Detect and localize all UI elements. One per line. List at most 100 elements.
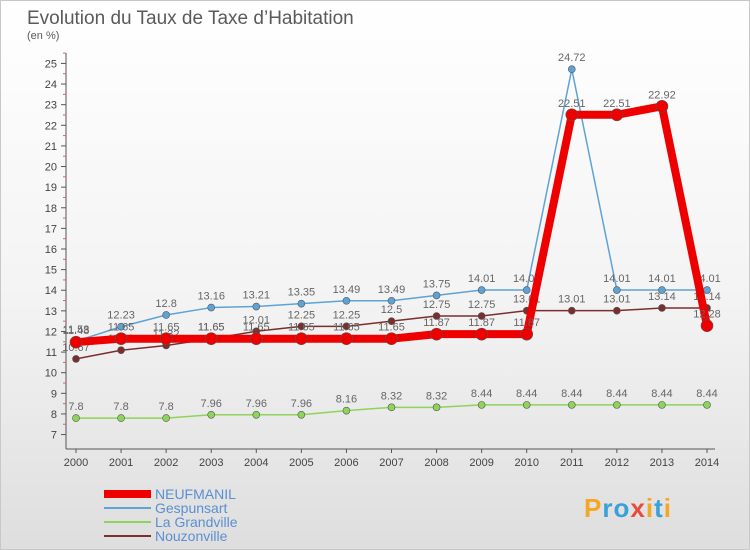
data-point-neufmanil	[249, 332, 263, 345]
data-point-gespunsart	[522, 286, 531, 294]
data-label-neufmanil: 11.65	[378, 322, 405, 334]
data-label-la-grandville: 8.44	[561, 388, 582, 400]
data-label-gespunsart: 13.75	[423, 278, 451, 290]
data-point-neufmanil	[159, 332, 173, 345]
y-tick-label: 24	[45, 79, 57, 91]
x-tick-label: 2013	[650, 457, 674, 469]
data-label-nouzonville: 11.65	[198, 322, 225, 334]
data-point-neufmanil	[204, 332, 218, 345]
data-label-gespunsart: 13.49	[333, 284, 361, 296]
data-point-neufmanil	[430, 327, 443, 341]
logo-letter: r	[602, 493, 614, 523]
data-point-nouzonville	[477, 312, 486, 320]
data-label-gespunsart: 14.01	[603, 273, 631, 285]
y-tick-label: 19	[45, 182, 57, 194]
y-tick-label: 7	[51, 430, 57, 442]
data-label-neufmanil: 22.51	[603, 98, 631, 110]
data-point-la-grandville	[117, 414, 125, 422]
x-tick-label: 2007	[379, 457, 403, 469]
data-label-neufmanil: 11.65	[198, 322, 225, 334]
data-label-neufmanil: 11.65	[243, 322, 270, 334]
data-label-la-grandville: 7.8	[113, 401, 128, 413]
data-label-nouzonville: 13.14	[648, 291, 676, 303]
chart-subtitle: (en %)	[27, 30, 60, 42]
legend-label: NEUFMANIL	[155, 486, 236, 502]
y-tick-label: 11	[46, 347, 57, 359]
data-label-gespunsart: 11.53	[63, 324, 90, 336]
y-tick-label: 12	[45, 326, 57, 338]
data-point-gespunsart	[207, 303, 216, 312]
data-point-la-grandville	[207, 410, 216, 419]
data-point-nouzonville	[117, 346, 125, 355]
y-tick-label: 14	[45, 285, 57, 297]
y-tick-label: 23	[45, 100, 57, 112]
data-label-gespunsart: 14.01	[468, 273, 496, 285]
logo-letter: P	[584, 493, 603, 523]
data-point-gespunsart	[387, 296, 396, 305]
data-label-nouzonville: 12.25	[333, 309, 361, 321]
data-label-gespunsart: 13.16	[197, 291, 225, 303]
data-point-neufmanil	[655, 100, 669, 113]
y-tick-label: 16	[45, 244, 57, 256]
data-label-la-grandville: 8.44	[516, 388, 537, 400]
data-label-la-grandville: 7.8	[158, 401, 173, 413]
data-point-neufmanil	[114, 332, 128, 345]
data-label-nouzonville: 13.01	[603, 294, 631, 306]
y-tick-label: 10	[45, 368, 57, 380]
data-label-la-grandville: 8.44	[471, 388, 492, 400]
y-tick-label: 21	[45, 141, 57, 153]
y-tick-label: 18	[45, 203, 57, 215]
data-label-nouzonville: 12.5	[381, 304, 402, 316]
data-label-neufmanil: 12.28	[693, 309, 721, 321]
data-label-la-grandville: 8.32	[426, 390, 447, 402]
data-point-neufmanil	[69, 335, 83, 349]
legend-label: La Grandville	[155, 514, 238, 530]
data-label-la-grandville: 8.44	[696, 388, 717, 400]
data-label-gespunsart: 14.01	[648, 273, 676, 285]
data-point-gespunsart	[252, 302, 261, 311]
y-tick-label: 25	[45, 58, 57, 70]
data-label-gespunsart: 13.21	[243, 290, 271, 302]
data-label-la-grandville: 7.96	[291, 398, 312, 410]
data-label-nouzonville: 13.01	[558, 294, 586, 306]
y-tick-label: 22	[45, 120, 57, 132]
data-label-la-grandville: 7.8	[68, 401, 83, 413]
logo-letter: t	[654, 493, 664, 523]
x-tick-label: 2001	[109, 457, 133, 469]
data-point-la-grandville	[297, 410, 306, 419]
data-point-nouzonville	[342, 322, 351, 331]
data-point-nouzonville	[567, 306, 576, 315]
data-point-gespunsart	[117, 322, 125, 331]
data-point-gespunsart	[658, 286, 666, 294]
data-label-neufmanil: 11.87	[513, 317, 540, 329]
x-tick-label: 2009	[469, 457, 493, 469]
data-point-la-grandville	[432, 403, 441, 412]
data-point-neufmanil	[700, 319, 714, 333]
data-point-gespunsart	[297, 299, 306, 308]
y-tick-label: 15	[45, 265, 57, 277]
data-label-gespunsart: 13.35	[288, 287, 316, 299]
x-tick-label: 2006	[334, 457, 358, 469]
data-point-la-grandville	[387, 403, 396, 412]
legend-label: Nouzonville	[155, 528, 228, 544]
x-tick-label: 2012	[605, 457, 629, 469]
data-label-gespunsart: 13.49	[378, 284, 406, 296]
data-point-la-grandville	[522, 401, 531, 409]
data-point-la-grandville	[72, 414, 80, 422]
legend-label: Gespunsart	[155, 500, 227, 516]
data-point-la-grandville	[342, 406, 351, 415]
data-label-gespunsart: 24.72	[558, 52, 586, 64]
data-point-la-grandville	[613, 401, 621, 409]
data-label-la-grandville: 8.44	[606, 388, 627, 400]
data-point-la-grandville	[703, 401, 711, 409]
data-point-gespunsart	[703, 286, 711, 294]
y-tick-label: 20	[45, 162, 57, 174]
data-point-nouzonville	[432, 312, 441, 320]
data-point-nouzonville	[658, 304, 666, 312]
data-label-la-grandville: 8.44	[651, 388, 672, 400]
data-point-neufmanil	[610, 108, 624, 122]
data-label-neufmanil: 22.92	[648, 89, 676, 101]
data-point-gespunsart	[162, 311, 170, 319]
data-label-neufmanil: 11.65	[153, 322, 180, 334]
